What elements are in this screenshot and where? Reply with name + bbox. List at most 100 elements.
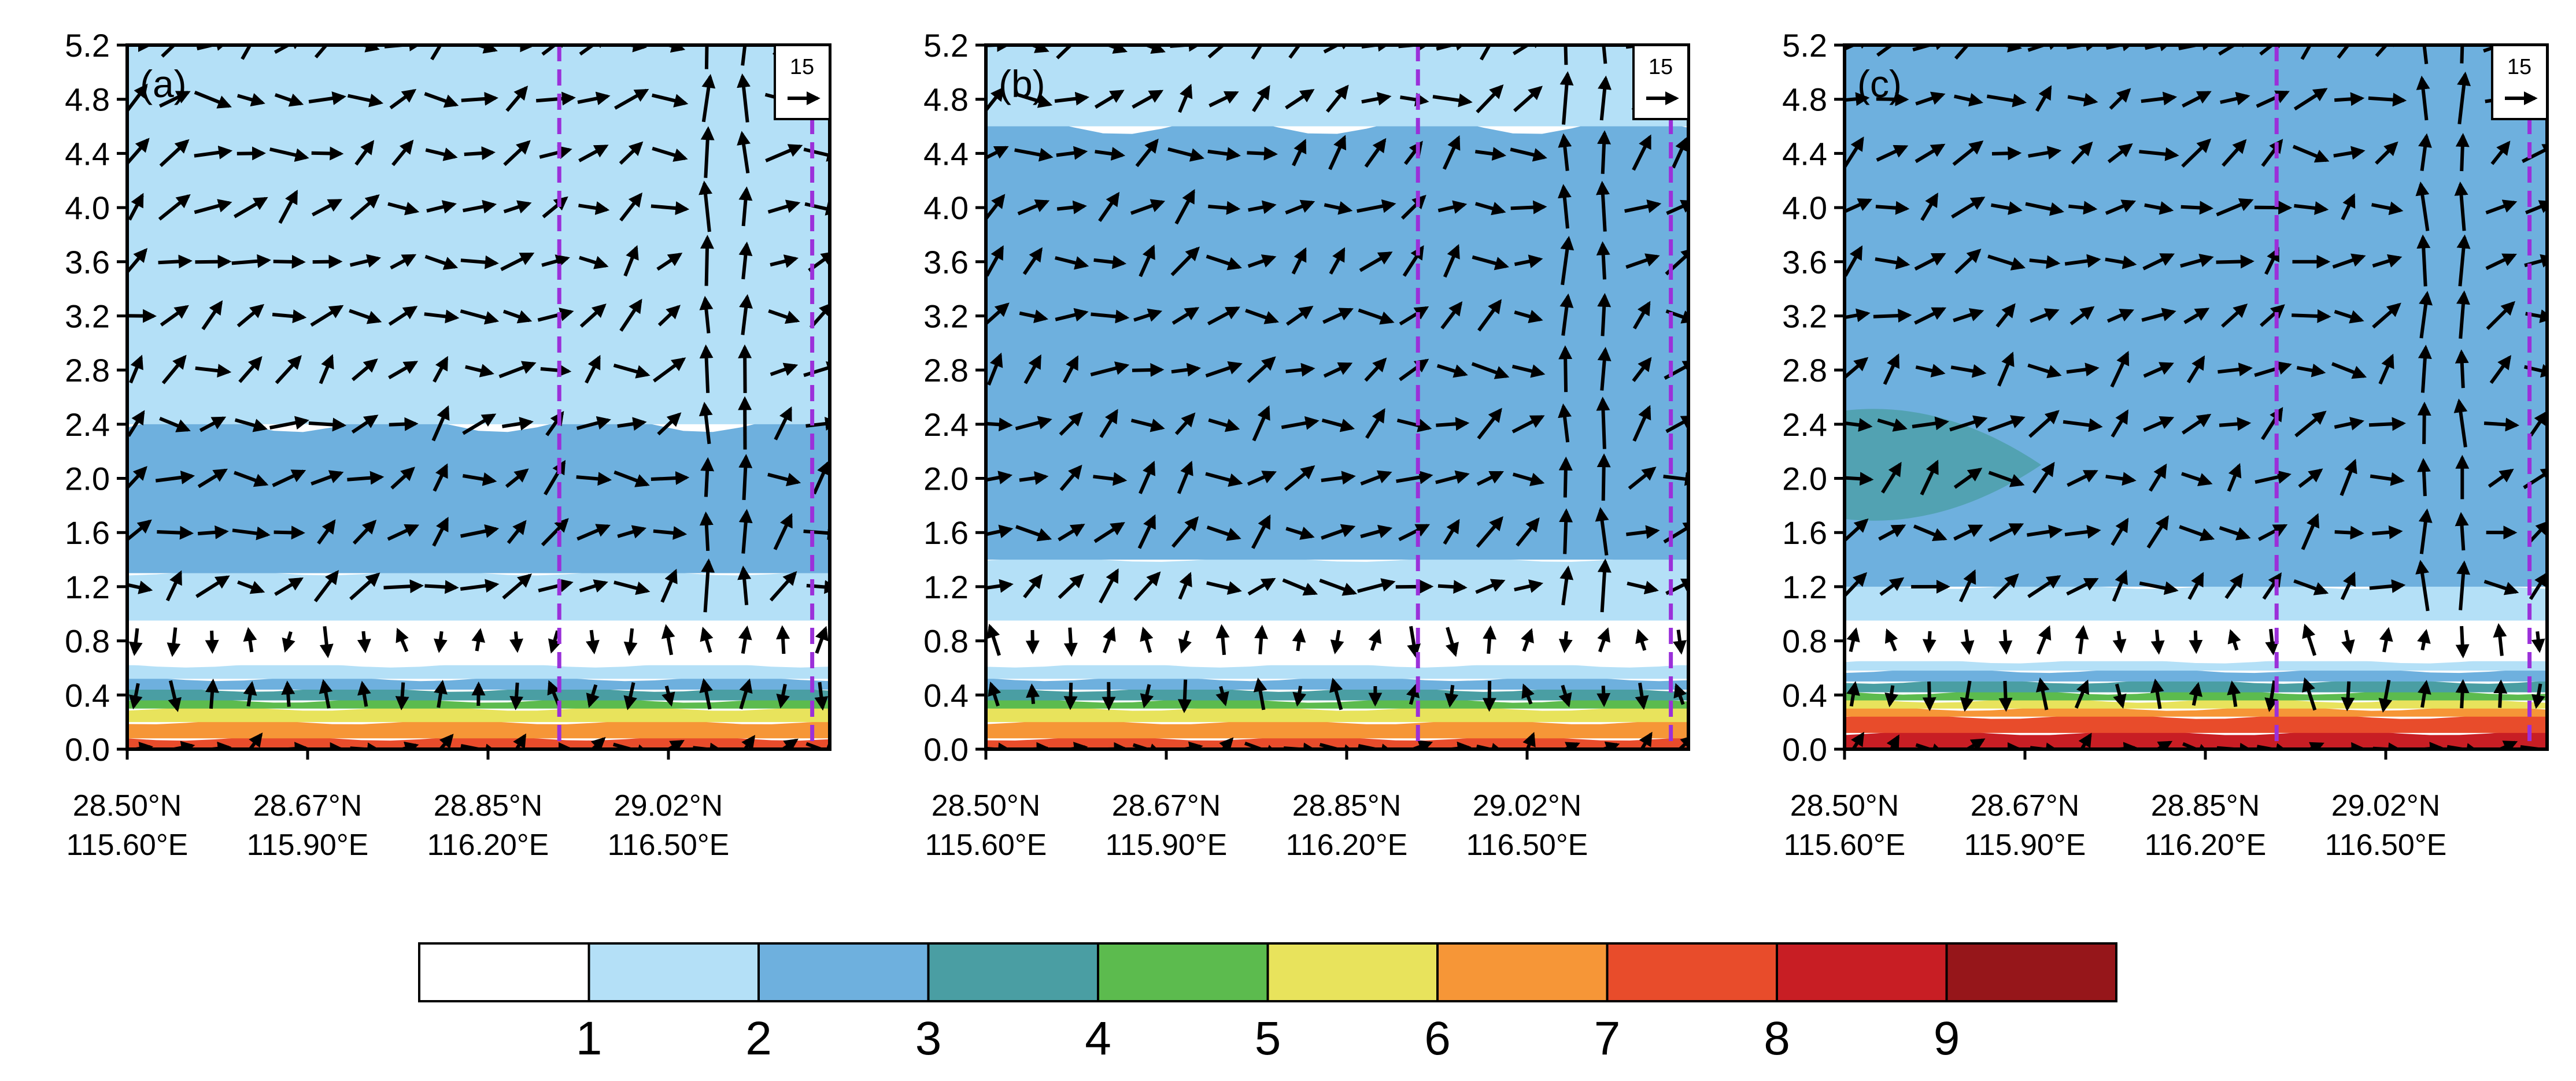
wind-vector [2417,401,2431,445]
wind-vector [2331,362,2367,379]
wind-vector [503,140,531,166]
wind-vector [165,570,182,602]
wind-vector [2146,515,2169,549]
wind-vector [1666,199,1688,215]
wind-vector [1285,306,1314,326]
wind-vector [1845,198,1873,214]
wind-vector [272,469,306,487]
reference-vector-box [774,44,831,120]
wind-vector [1597,293,1612,336]
wind-vector [1477,299,1502,332]
wind-vector [1132,90,1164,109]
wind-vector [1845,308,1871,323]
wind-vector [1285,199,1315,214]
panel-label: (a) [140,62,187,105]
y-tick-label: 4.4 [923,135,969,172]
wind-vector [2180,253,2214,268]
wind-vector [310,305,344,327]
wind-vector [1873,308,1912,323]
wind-vector [774,406,792,440]
wind-vector [2334,310,2364,324]
colorbar-label: 9 [1934,1012,1960,1065]
wind-vector [1130,199,1166,215]
wind-vector [1846,627,1860,653]
wind-vector [2378,353,2394,385]
wind-vector [661,685,675,707]
wind-vector [652,146,688,162]
wind-vector [2416,75,2430,121]
wind-vector [1876,45,1908,57]
wind-vector [1876,145,1909,162]
y-tick-label: 1.2 [923,569,969,605]
wind-vector [390,254,417,270]
wind-vector [738,454,753,501]
wind-vector [357,680,371,707]
wind-vector [197,525,229,539]
wind-vector [195,575,230,598]
wind-vector [540,363,572,377]
wind-vector [128,192,144,221]
wind-vector [1284,465,1315,491]
wind-vector [2227,462,2242,492]
wind-vector [1206,581,1242,595]
wind-vector [578,145,609,162]
wind-vector [1561,742,1580,749]
wind-vector [2340,571,2356,601]
wind-vector [1471,362,1510,379]
wind-vector [613,580,651,595]
wind-vector [233,197,268,219]
wind-vector [2182,742,2212,749]
wind-vector [2416,234,2431,287]
panel-c: (c) 15 0.0 0.4 0.8 1.2 1.6 2.0 2.4 2.8 3.2 3.6 4.0 4.… [1782,27,2549,862]
wind-vector [2292,309,2331,323]
y-tick-label: 5.2 [65,27,110,64]
wind-vector [776,625,790,654]
wind-vector [1564,45,1568,65]
wind-vector [1099,409,1118,438]
wind-vector [1922,631,1936,654]
wind-vector [159,417,191,432]
wind-vector [1174,412,1196,435]
wind-vector [2296,364,2326,377]
wind-vector [1365,408,1385,439]
wind-vector [462,472,497,486]
colorbar-label: 8 [1764,1012,1790,1065]
wind-vector [396,741,419,749]
wind-vector [464,146,496,160]
wind-vector [2521,144,2547,163]
wind-vector [1845,472,1874,486]
wind-vector [2257,524,2288,541]
wind-vector [1521,683,1535,705]
wind-vector [1323,362,1353,378]
wind-vector [1396,419,1432,432]
wind-vector [1483,625,1497,654]
wind-vector [1208,418,1240,432]
wind-vector [1360,470,1392,486]
wind-vector [238,356,263,383]
wind-vector [2216,198,2254,217]
wind-vector [619,298,642,332]
wind-vector [585,354,601,384]
wind-vector [431,405,450,442]
wind-vector [2375,141,2398,165]
wind-vector [1406,683,1420,705]
wind-vector [471,628,486,651]
wind-vector [1359,251,1393,272]
wind-vector [438,734,454,749]
wind-vector [2455,349,2469,388]
wind-vector [1171,307,1200,325]
wind-vector [1914,253,1946,271]
wind-vector [2453,398,2468,448]
wind-vector [1023,354,1042,384]
y-tick-label: 0.8 [923,623,969,660]
wind-vector [1055,308,1089,322]
wind-vector [313,569,339,602]
x-tick-label-lon: 116.50°E [2325,828,2447,862]
y-tick-label: 1.6 [1782,514,1827,551]
wind-vector [699,344,714,393]
shade-band [127,706,830,723]
wind-vector [2067,469,2098,487]
panel-b: (b) 15 0.0 0.4 0.8 1.2 1.6 2.0 2.4 2.8 3.2 3.6 4.0 4.… [923,27,1690,862]
wind-vector [987,352,1003,386]
panel-label: (b) [999,62,1045,105]
